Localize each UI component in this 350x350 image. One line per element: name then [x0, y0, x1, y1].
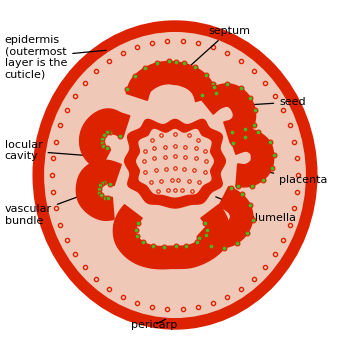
- Ellipse shape: [43, 31, 307, 319]
- Polygon shape: [199, 84, 256, 143]
- Polygon shape: [113, 205, 230, 269]
- Polygon shape: [229, 129, 274, 187]
- Polygon shape: [76, 160, 121, 220]
- Ellipse shape: [34, 21, 316, 329]
- Polygon shape: [197, 187, 253, 248]
- Text: locular
cavity: locular cavity: [5, 140, 89, 161]
- Polygon shape: [125, 119, 225, 208]
- Text: pericarp: pericarp: [131, 319, 177, 330]
- Polygon shape: [126, 62, 217, 102]
- Text: seed: seed: [240, 97, 306, 107]
- Text: epidermis
(outermost
layer is the
cuticle): epidermis (outermost layer is the cuticl…: [5, 35, 106, 79]
- Text: septum: septum: [184, 26, 250, 71]
- Text: columella: columella: [216, 197, 297, 223]
- Polygon shape: [79, 109, 130, 169]
- Text: vascular
bundle: vascular bundle: [5, 193, 87, 226]
- Text: placenta: placenta: [240, 165, 328, 185]
- Polygon shape: [137, 130, 213, 197]
